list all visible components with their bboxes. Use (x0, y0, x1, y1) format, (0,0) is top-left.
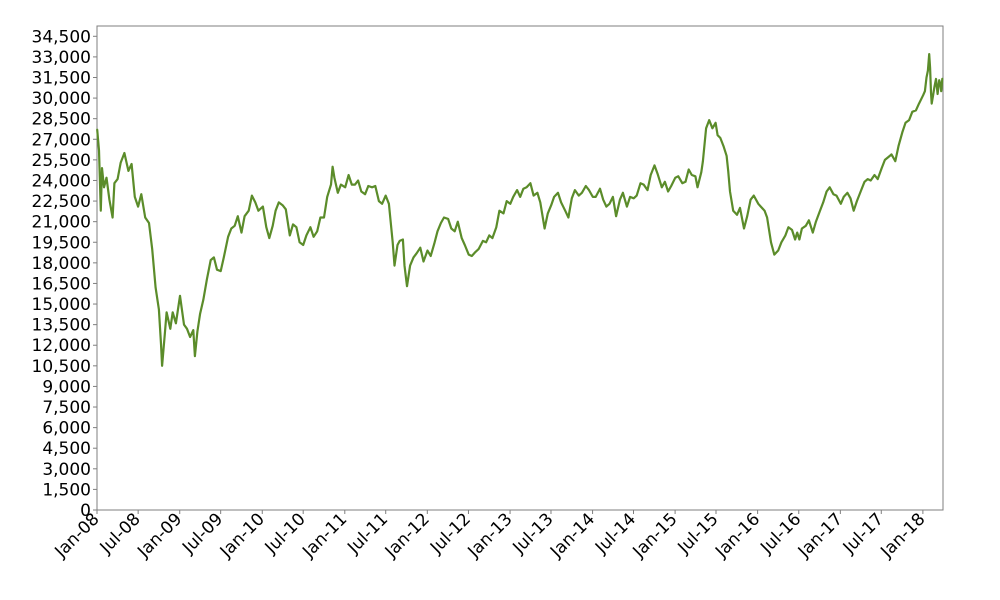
x-axis: Jan-08Jul-08Jan-09Jul-09Jan-10Jul-10Jan-… (51, 509, 930, 562)
y-tick-label: 27,000 (32, 130, 91, 150)
y-tick-label: 1,500 (42, 480, 91, 500)
y-tick-label: 6,000 (42, 419, 91, 439)
y-tick-label: 12,000 (32, 336, 91, 356)
y-tick-label: 28,500 (32, 110, 91, 130)
y-tick-label: 33,000 (32, 48, 91, 68)
x-tick-label: Jan-18 (876, 509, 929, 562)
y-tick-label: 21,000 (32, 213, 91, 233)
y-tick-label: 15,000 (32, 295, 91, 315)
x-tick-label: Jan-15 (629, 509, 682, 562)
plot-area-frame (96, 25, 944, 511)
y-tick-label: 0 (80, 501, 91, 521)
y-tick-label: 19,500 (32, 233, 91, 253)
y-tick-label: 31,500 (32, 68, 91, 88)
x-tick-label: Jan-09 (133, 509, 186, 562)
x-tick-label: Jan-13 (464, 509, 517, 562)
y-tick-label: 24,000 (32, 171, 91, 191)
series-line (96, 53, 944, 367)
y-tick-label: 3,000 (42, 460, 91, 480)
y-tick-label: 13,500 (32, 316, 91, 336)
y-tick-label: 25,500 (32, 151, 91, 171)
y-tick-label: 7,500 (42, 398, 91, 418)
x-tick-label: Jan-17 (794, 509, 847, 562)
y-tick-label: 22,500 (32, 192, 91, 212)
y-tick-label: 16,500 (32, 274, 91, 294)
x-tick-label: Jan-08 (51, 509, 104, 562)
y-tick-label: 30,000 (32, 89, 91, 109)
x-tick-label: Jan-16 (711, 509, 764, 562)
x-tick-label: Jan-12 (381, 509, 434, 562)
y-axis: 01,5003,0004,5006,0007,5009,00010,50012,… (32, 27, 97, 521)
x-tick-label: Jan-14 (546, 509, 599, 562)
x-tick-label: Jan-11 (298, 509, 351, 562)
y-tick-label: 18,000 (32, 254, 91, 274)
x-tick-label: Jan-10 (216, 509, 269, 562)
y-tick-label: 10,500 (32, 357, 91, 377)
y-tick-label: 4,500 (42, 439, 91, 459)
y-tick-label: 34,500 (32, 27, 91, 47)
y-tick-label: 9,000 (42, 377, 91, 397)
